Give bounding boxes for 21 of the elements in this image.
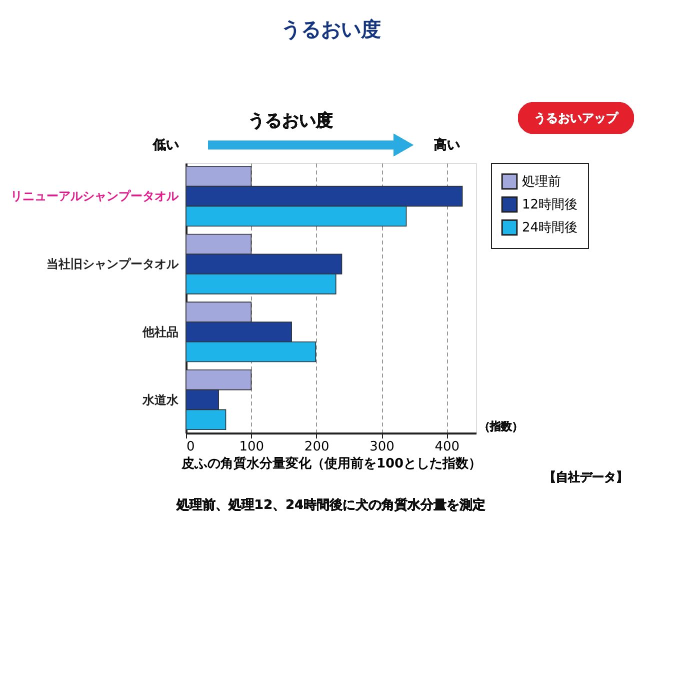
y-tick-label: 他社品 — [142, 324, 178, 339]
text: うるおい度 — [248, 111, 333, 131]
y-tick-label: 水道水 — [142, 392, 180, 407]
legend-label: 処理前 — [522, 174, 561, 190]
chart-title: うるおい度 — [281, 17, 381, 41]
y-tick-label: 当社旧シャンプータオル — [46, 257, 180, 272]
x-tick-label: 300 — [370, 440, 394, 454]
x-tick-label: 0 — [186, 440, 195, 454]
x-axis-title: 皮ふの角質水分量変化（使用前を100とした指数） — [180, 456, 482, 472]
x-tick-label: 100 — [239, 440, 264, 454]
text: 処理前、処理12、24時間後に犬の角質水分量を測定 — [175, 497, 486, 513]
text: 【自社データ】 — [544, 470, 628, 484]
text: 高い — [434, 137, 460, 153]
x-tick-label: 200 — [304, 440, 330, 454]
x-tick-label: 400 — [434, 440, 460, 454]
legend-label: 24時間後 — [522, 220, 578, 236]
text: うるおいアップ — [534, 111, 619, 125]
text: 低い — [152, 138, 179, 153]
y-tick-label: リニューアルシャンプータオル — [10, 189, 180, 204]
legend-label: 12時間後 — [522, 198, 578, 212]
text: （指数） — [479, 420, 523, 433]
